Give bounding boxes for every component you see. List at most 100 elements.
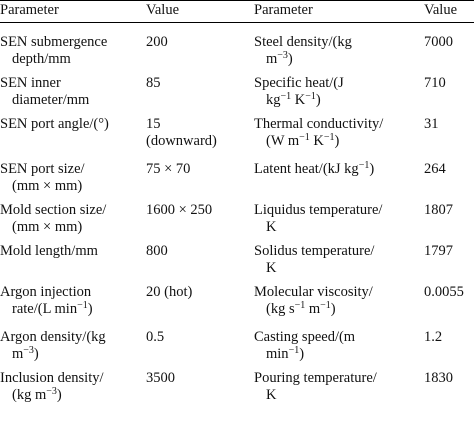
value-cell: 31 [424, 109, 474, 154]
value-cell: 7000 [424, 23, 474, 69]
cell-text: diameter/mm [12, 92, 90, 108]
table-body: SEN submergence depth/mm 200 Steel density/… [0, 23, 474, 405]
cell-text: Casting speed/(m [254, 329, 356, 345]
cell-text: 85 [146, 75, 161, 91]
cell-text: 1600 × 250 [146, 202, 213, 218]
value-cell: 800 [146, 236, 254, 277]
parameter-cell: Argon density/(kg m−3) [0, 322, 146, 363]
cell-text: 20 (hot) [146, 284, 193, 300]
value-cell: 1600 × 250 [146, 195, 254, 236]
table-row: SEN submergence depth/mm 200 Steel density/… [0, 23, 474, 69]
value-cell: 20 (hot) [146, 277, 254, 322]
value-cell: 710 [424, 68, 474, 109]
table-header: Parameter Value Parameter Value [0, 0, 474, 23]
table-row: SEN port angle/(°) 15 (downward) Thermal co… [0, 109, 474, 154]
value-cell: 0.5 [146, 322, 254, 363]
cell-text: (mm × mm) [12, 219, 83, 235]
parameter-cell: Solidus temperature/K [254, 236, 424, 277]
cell-text: 31 [424, 116, 439, 132]
cell-text: SEN submergence [0, 34, 108, 50]
cell-text: Inclusion density/ [0, 370, 104, 386]
cell-text: Steel density/(kg [254, 34, 352, 50]
cell-text: Solidus temperature/ [254, 243, 375, 259]
parameter-cell: SEN submergence depth/mm [0, 23, 146, 69]
parameter-cell: Molecular viscosity/(kg s−1 m−1) [254, 277, 424, 322]
parameter-cell: Casting speed/(m min−1) [254, 322, 424, 363]
cell-text: Argon injection [0, 284, 92, 300]
cell-text: (mm × mm) [12, 178, 83, 194]
value-cell: 15 (downward) [146, 109, 254, 154]
header-row: Parameter Value Parameter Value [0, 0, 474, 23]
value-cell: 0.0055 [424, 277, 474, 322]
cell-text: 800 [146, 243, 168, 259]
value-cell: 200 [146, 23, 254, 69]
cell-text: K [266, 387, 277, 403]
cell-text: 1830 [424, 370, 453, 386]
cell-text: Mold section size/ [0, 202, 107, 218]
cell-text: K [266, 219, 277, 235]
cell-text: rate/(L min−1) [12, 300, 93, 318]
cell-text: SEN port size/ [0, 161, 85, 177]
header-parameter-1: Parameter [0, 0, 146, 23]
value-cell: 3500 [146, 363, 254, 404]
cell-text: (downward) [146, 133, 217, 149]
cell-text: Specific heat/(J [254, 75, 344, 91]
cell-text: 15 [146, 116, 161, 132]
cell-text: depth/mm [12, 51, 71, 67]
cell-text: Argon density/(kg [0, 329, 106, 345]
value-cell: 1.2 [424, 322, 474, 363]
parameter-cell: SEN inner diameter/mm [0, 68, 146, 109]
cell-text: Liquidus temperature/ [254, 202, 383, 218]
cell-text: 710 [424, 75, 446, 91]
header-value-2: Value [424, 0, 474, 23]
cell-text: (kg s−1 m−1) [266, 300, 336, 318]
cell-text: min−1) [266, 345, 305, 363]
cell-text: Latent heat/(kJ kg−1) [254, 160, 375, 178]
cell-text: Thermal conductivity/ [254, 116, 384, 132]
table-row: Inclusion density/(kg m−3) 3500 Pouring te… [0, 363, 474, 404]
table-row: Mold section size/(mm × mm) 1600 × 250 Liq… [0, 195, 474, 236]
cell-text: K [266, 260, 277, 276]
cell-text: 1797 [424, 243, 453, 259]
parameters-table: Parameter Value Parameter Value SEN subm… [0, 0, 474, 405]
parameter-cell: SEN port angle/(°) [0, 109, 146, 154]
table-row: Mold length/mm 800 Solidus temperature/K 17… [0, 236, 474, 277]
value-cell: 1797 [424, 236, 474, 277]
header-parameter-2: Parameter [254, 0, 424, 23]
parameter-cell: Liquidus temperature/K [254, 195, 424, 236]
parameter-cell: SEN port size/(mm × mm) [0, 154, 146, 195]
parameter-cell: Thermal conductivity/(W m−1 K−1) [254, 109, 424, 154]
header-value-1: Value [146, 0, 254, 23]
parameter-cell: Specific heat/(J kg−1 K−1) [254, 68, 424, 109]
cell-text: Mold length/mm [0, 243, 98, 259]
cell-text: m−3) [266, 50, 293, 68]
cell-text: 1807 [424, 202, 453, 218]
cell-text: 75 × 70 [146, 161, 191, 177]
cell-text: m−3) [12, 345, 39, 363]
cell-text: 7000 [424, 34, 453, 50]
cell-text: 1.2 [424, 329, 443, 345]
value-cell: 75 × 70 [146, 154, 254, 195]
table-row: Argon density/(kg m−3) 0.5 Casting speed/(m… [0, 322, 474, 363]
cell-text: SEN inner [0, 75, 61, 91]
cell-text: 200 [146, 34, 168, 50]
value-cell: 1830 [424, 363, 474, 404]
parameter-cell: Latent heat/(kJ kg−1) [254, 154, 424, 195]
cell-text: kg−1 K−1) [266, 91, 321, 109]
value-cell: 85 [146, 68, 254, 109]
value-cell: 264 [424, 154, 474, 195]
table-row: SEN inner diameter/mm 85 Specific heat/(J kg… [0, 68, 474, 109]
parameter-cell: Mold length/mm [0, 236, 146, 277]
cell-text: Molecular viscosity/ [254, 284, 373, 300]
cell-text: 0.5 [146, 329, 165, 345]
value-cell: 1807 [424, 195, 474, 236]
cell-text: SEN port angle/(°) [0, 116, 109, 132]
parameter-cell: Steel density/(kg m−3) [254, 23, 424, 69]
cell-text: 264 [424, 161, 446, 177]
cell-text: Pouring temperature/ [254, 370, 377, 386]
parameter-cell: Inclusion density/(kg m−3) [0, 363, 146, 404]
parameter-cell: Mold section size/(mm × mm) [0, 195, 146, 236]
table-row: SEN port size/(mm × mm) 75 × 70 Latent hea… [0, 154, 474, 195]
parameter-cell: Argon injection rate/(L min−1) [0, 277, 146, 322]
cell-text: (W m−1 K−1) [266, 132, 340, 150]
